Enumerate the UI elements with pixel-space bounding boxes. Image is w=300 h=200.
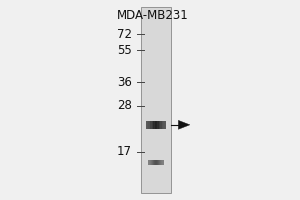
Bar	[153, 121, 154, 129]
Bar	[161, 160, 162, 165]
Bar	[147, 160, 148, 165]
Bar	[150, 121, 151, 129]
Bar	[161, 160, 162, 165]
Bar	[147, 121, 148, 129]
Bar	[167, 121, 168, 129]
Bar	[150, 160, 151, 165]
Bar	[163, 160, 164, 165]
Bar	[165, 160, 166, 165]
Bar	[153, 160, 154, 165]
Bar	[160, 121, 161, 129]
Bar	[154, 160, 155, 165]
Bar	[156, 121, 157, 129]
Bar	[164, 121, 165, 129]
Bar	[154, 121, 155, 129]
Polygon shape	[178, 120, 190, 129]
Bar	[162, 160, 163, 165]
Text: 72: 72	[117, 28, 132, 41]
Bar	[144, 121, 145, 129]
Bar	[148, 121, 149, 129]
Bar	[158, 121, 159, 129]
Bar	[165, 121, 166, 129]
Bar	[148, 121, 149, 129]
Bar	[149, 160, 150, 165]
Bar	[165, 160, 166, 165]
Bar	[158, 121, 159, 129]
Bar	[155, 160, 156, 165]
Bar	[148, 160, 164, 165]
Text: 28: 28	[117, 99, 132, 112]
Text: MDA-MB231: MDA-MB231	[117, 9, 189, 22]
Bar	[146, 160, 147, 165]
Bar	[158, 160, 159, 165]
Bar	[156, 160, 157, 165]
Bar	[159, 121, 160, 129]
Bar	[157, 160, 158, 165]
Bar	[152, 160, 153, 165]
Bar	[159, 160, 160, 165]
Bar	[149, 121, 150, 129]
Bar	[159, 160, 160, 165]
Bar	[166, 121, 167, 129]
Bar	[150, 121, 151, 129]
Bar	[163, 121, 164, 129]
Bar	[146, 121, 166, 129]
Bar	[147, 160, 148, 165]
Bar	[161, 121, 162, 129]
Text: 36: 36	[117, 76, 132, 89]
Bar	[152, 121, 153, 129]
Bar	[156, 160, 157, 165]
Bar	[150, 160, 151, 165]
Text: 55: 55	[117, 44, 132, 57]
Bar	[162, 160, 163, 165]
Bar	[164, 160, 165, 165]
Bar	[144, 121, 145, 129]
Text: 17: 17	[117, 145, 132, 158]
Bar	[160, 121, 161, 129]
Bar	[167, 121, 168, 129]
Bar	[151, 160, 152, 165]
Bar	[152, 160, 153, 165]
Bar	[155, 121, 156, 129]
Bar	[155, 160, 156, 165]
Bar	[164, 121, 165, 129]
Bar	[158, 160, 159, 165]
Bar	[146, 160, 147, 165]
Bar	[148, 160, 149, 165]
Bar	[153, 121, 154, 129]
Bar	[166, 121, 167, 129]
Bar	[154, 121, 155, 129]
Bar	[151, 121, 152, 129]
Bar	[145, 121, 146, 129]
Bar	[147, 121, 148, 129]
Bar	[141, 7, 171, 193]
Bar	[161, 121, 162, 129]
Bar	[156, 121, 157, 129]
Bar	[163, 121, 164, 129]
Bar	[160, 160, 161, 165]
Bar	[149, 160, 150, 165]
Bar	[157, 121, 158, 129]
Bar	[153, 160, 154, 165]
Bar	[163, 160, 164, 165]
Bar	[162, 121, 163, 129]
Bar	[146, 121, 147, 129]
